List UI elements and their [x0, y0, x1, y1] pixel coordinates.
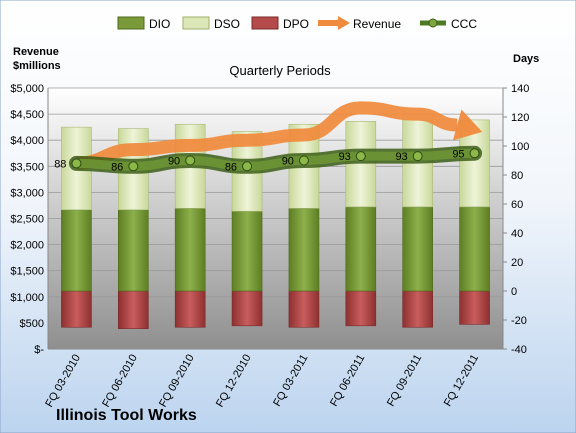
left-tick-label: $500 [20, 318, 44, 330]
left-tick-label: $4,500 [10, 109, 44, 121]
ccc-line [71, 148, 480, 171]
ccc-data-label: 90 [282, 156, 294, 168]
bar-dio [288, 208, 320, 292]
left-tick-label: $1,500 [10, 266, 44, 278]
legend-dpo-swatch [251, 16, 279, 30]
bar-dso [345, 121, 377, 208]
bar-dpo [459, 290, 490, 325]
legend: DIO DSO DPO Revenue CCC [117, 16, 477, 31]
bar-dpo [61, 290, 92, 328]
ccc-data-label: 86 [111, 161, 123, 173]
bar-dpo [231, 290, 263, 327]
right-tick-label: 100 [511, 141, 529, 153]
legend-revenue-arrow [318, 16, 350, 30]
bar-dio [345, 206, 377, 292]
left-tick-label: $3,500 [10, 161, 44, 173]
right-axis-label: Days [513, 53, 539, 65]
ccc-point [71, 158, 82, 169]
legend-revenue-label: Revenue [353, 17, 401, 31]
right-axis-ticks: -40 -20 0 20 40 60 80 100 120 140 [503, 83, 529, 356]
left-tick-label: $1,000 [10, 292, 44, 304]
bar-dio [231, 210, 263, 292]
ccc-point [242, 161, 253, 172]
ccc-point [469, 148, 480, 159]
revenue-line [76, 101, 458, 170]
right-tick-label: 80 [511, 170, 523, 182]
ccc-data-label: 93 [339, 151, 351, 163]
right-tick-label: -20 [511, 315, 527, 327]
ccc-data-label: 86 [225, 161, 237, 173]
bar-dpo [402, 290, 433, 328]
bar-dio [402, 206, 433, 292]
bar-dio [61, 209, 92, 292]
ccc-data-label: 93 [395, 151, 407, 163]
left-axis-label-line1: Revenue [13, 46, 59, 58]
legend-ccc-marker [420, 18, 446, 28]
legend-ccc-label: CCC [451, 17, 477, 31]
ccc-point [185, 155, 196, 166]
ccc-point [298, 155, 309, 166]
right-tick-label: -40 [511, 344, 527, 356]
company-name: Illinois Tool Works [56, 407, 197, 424]
left-axis-label-line2: $millions [13, 60, 61, 72]
right-tick-label: 20 [511, 257, 523, 269]
bar-dio [118, 209, 149, 292]
ccc-point [128, 161, 139, 172]
left-tick-label: $2,500 [10, 214, 44, 226]
right-tick-label: 40 [511, 228, 523, 240]
left-tick-label: $3,000 [10, 187, 44, 199]
bar-dpo [288, 290, 320, 328]
legend-dio-swatch [117, 16, 145, 30]
ccc-data-label: 88 [54, 158, 66, 170]
bar-dpo [118, 290, 149, 330]
right-tick-label: 120 [511, 112, 529, 124]
chart-title: Quarterly Periods [229, 63, 331, 78]
left-tick-label: $- [34, 344, 44, 356]
left-tick-label: $2,000 [10, 240, 44, 252]
right-tick-label: 60 [511, 199, 523, 211]
ccc-data-label: 95 [452, 148, 464, 160]
ccc-series: 88 86 90 86 90 93 93 95 [54, 145, 483, 174]
left-tick-label: $4,000 [10, 135, 44, 147]
bar-dio [459, 206, 490, 292]
right-tick-label: 0 [511, 286, 517, 298]
left-axis-ticks: $- $500 $1,000 $1,500 $2,000 $2,500 $3,000 $3,5… [10, 83, 44, 356]
legend-dso-swatch [182, 16, 210, 30]
revenue-arrow-head [452, 109, 483, 141]
legend-dso-label: DSO [214, 17, 240, 31]
right-tick-label: 140 [511, 83, 529, 95]
ccc-point [412, 151, 423, 162]
ccc-point [355, 151, 366, 162]
legend-dpo-label: DPO [283, 17, 309, 31]
revenue-series [76, 101, 483, 170]
bar-dpo [174, 290, 206, 328]
legend-dio-label: DIO [149, 17, 170, 31]
left-tick-label: $5,000 [10, 83, 44, 95]
bar-dpo [345, 290, 377, 327]
ccc-data-label: 90 [168, 156, 180, 168]
bar-dio [174, 208, 206, 292]
